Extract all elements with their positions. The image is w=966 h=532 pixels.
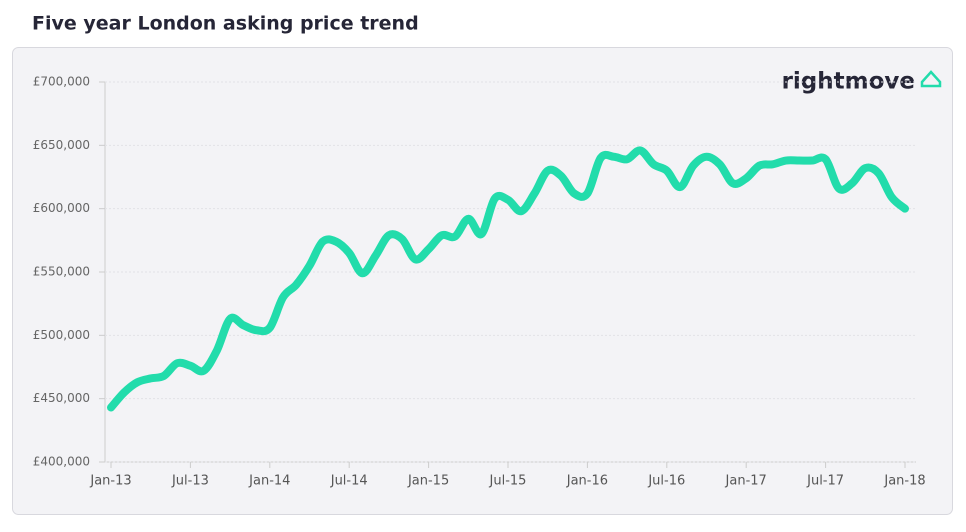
y-tick-label: £650,000 — [33, 138, 90, 152]
chart-title: Five year London asking price trend — [32, 13, 419, 35]
y-tick-label: £600,000 — [33, 201, 90, 215]
x-tick-label: Jan-15 — [407, 474, 449, 489]
x-tick-label: Jan-17 — [725, 474, 767, 489]
y-tick-label: £700,000 — [33, 75, 90, 89]
x-tick-label: Jul-17 — [806, 474, 844, 489]
x-tick-label: Jul-13 — [171, 474, 209, 489]
price-line — [107, 146, 909, 412]
brand-logo: rightmove — [782, 69, 915, 95]
chart-card — [12, 47, 953, 515]
x-tick-label: Jan-18 — [883, 474, 925, 489]
y-tick-label: £500,000 — [33, 328, 90, 342]
x-tick-label: Jan-14 — [248, 474, 290, 489]
x-tick-label: Jan-13 — [89, 474, 131, 489]
x-tick-label: Jul-15 — [489, 474, 527, 489]
y-tick-label: £400,000 — [33, 455, 90, 469]
y-tick-label: £550,000 — [33, 265, 90, 279]
logo-icon — [920, 70, 942, 88]
x-tick-label: Jan-16 — [566, 474, 608, 489]
x-tick-label: Jul-14 — [330, 474, 368, 489]
y-tick-label: £450,000 — [33, 391, 90, 405]
x-tick-label: Jul-16 — [647, 474, 685, 489]
